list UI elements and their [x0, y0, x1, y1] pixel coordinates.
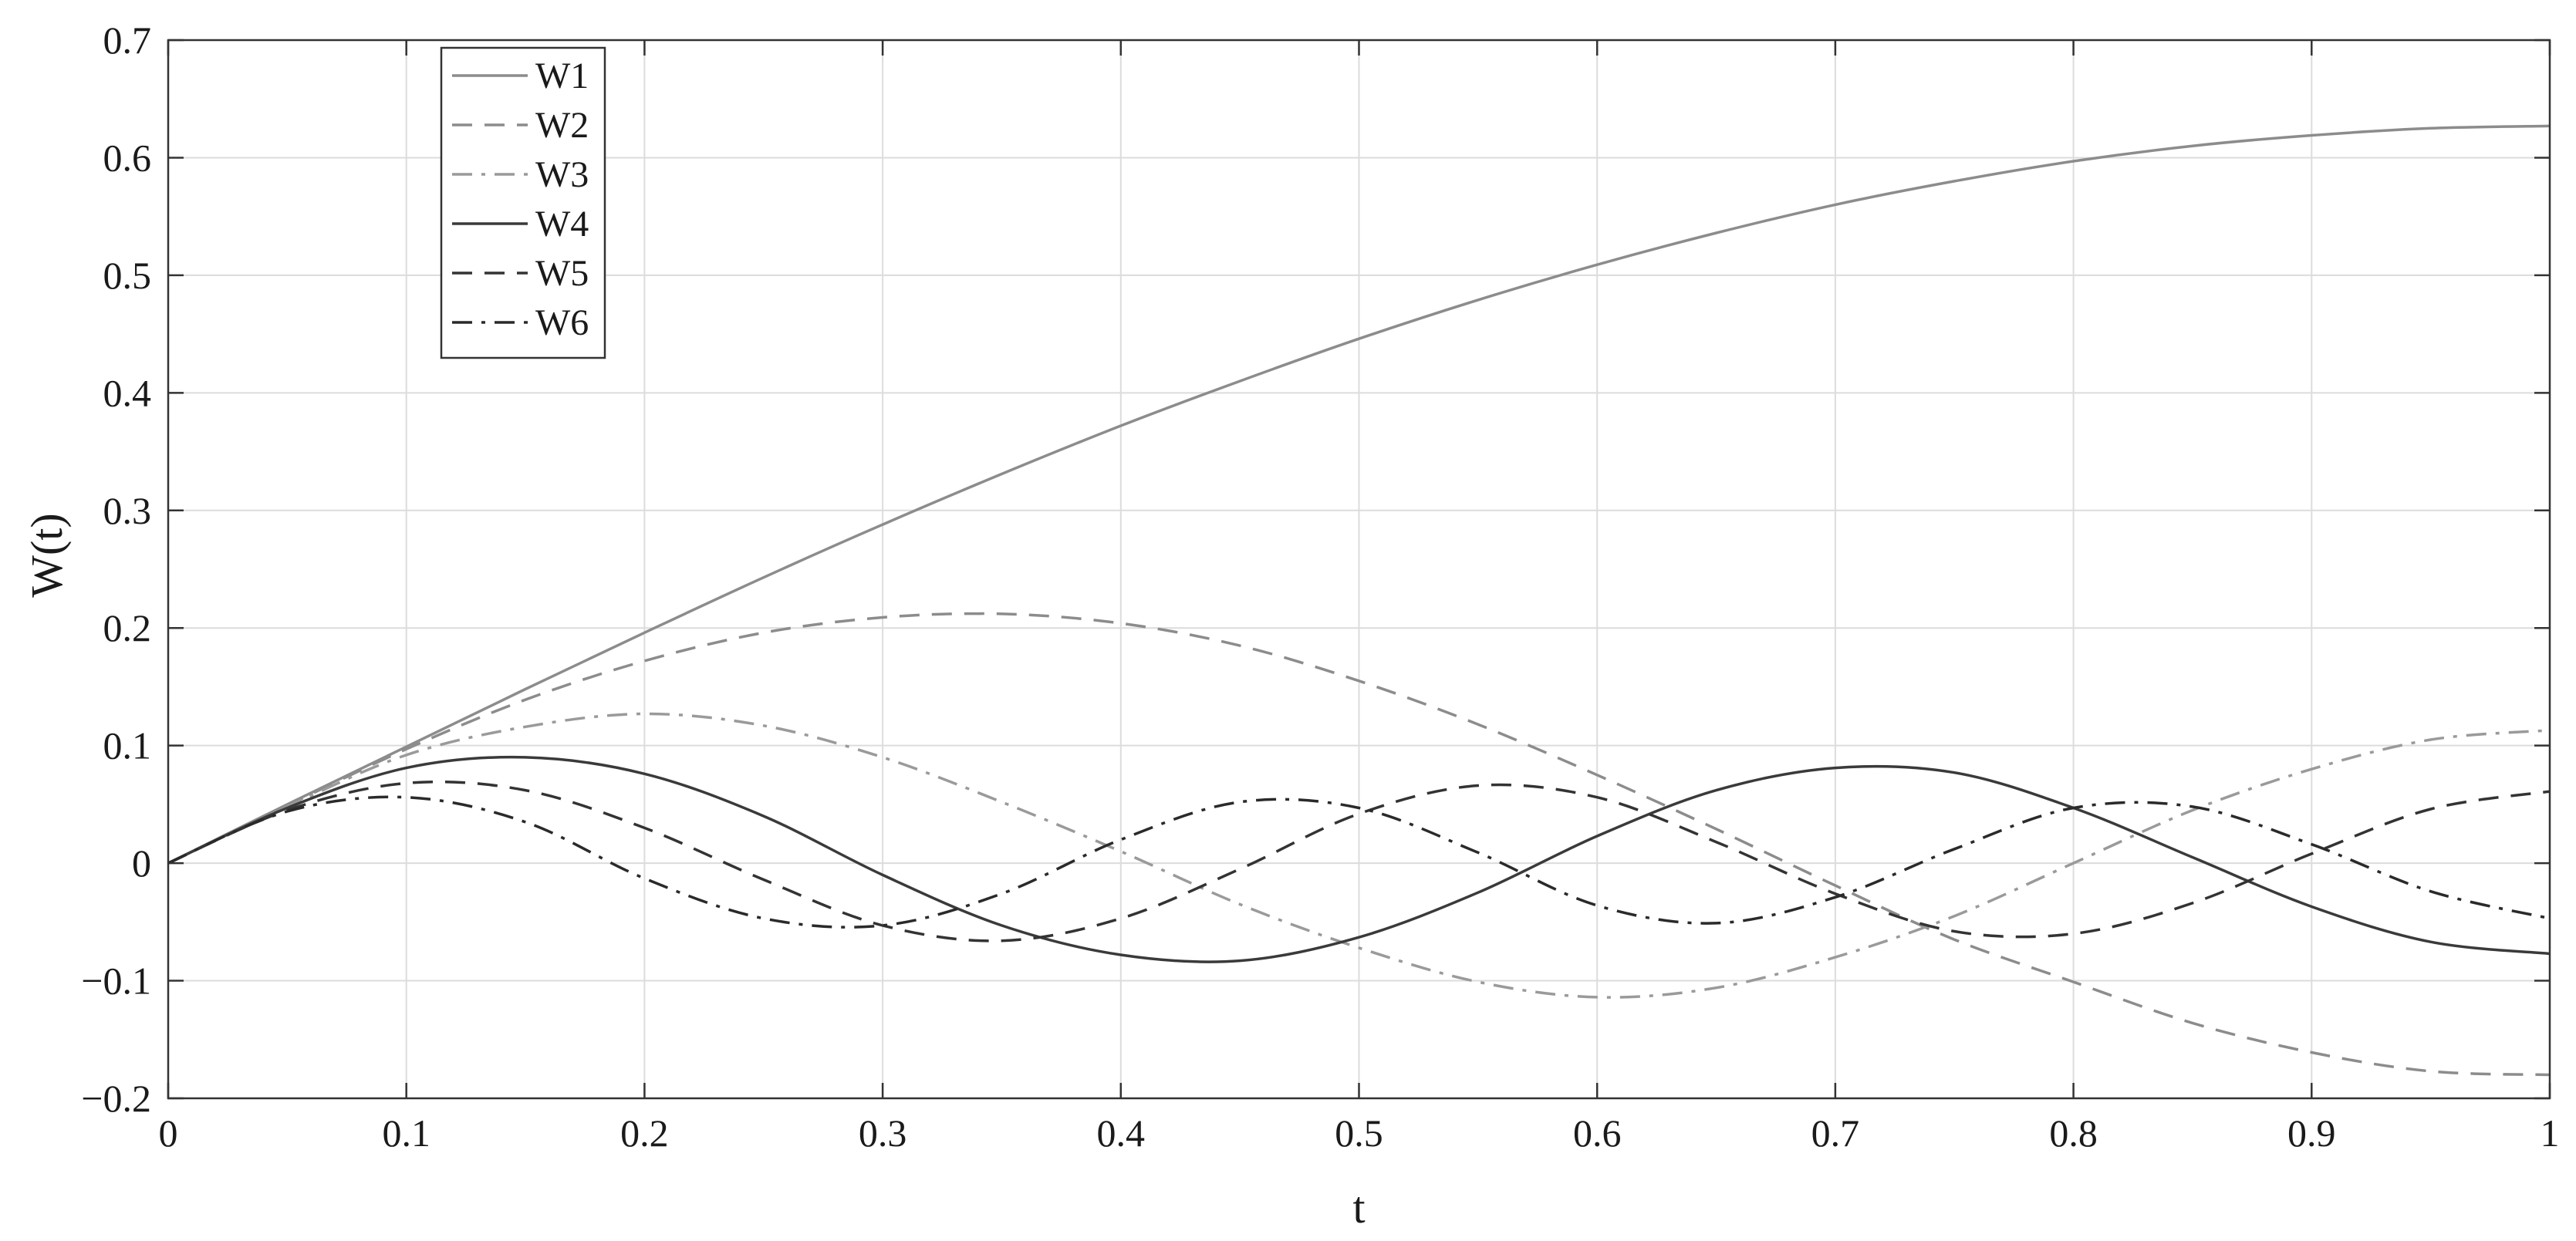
series-lines	[167, 124, 2551, 1077]
series-line-w4	[167, 755, 2551, 963]
y-tick-label: 0.2	[103, 606, 152, 649]
legend-label-w6: W6	[535, 302, 589, 343]
x-axis-title: t	[1352, 1182, 1365, 1233]
legend: W1 W2 W3 W4 W5 W6	[440, 46, 606, 359]
x-tick-label: 0.6	[1573, 1111, 1622, 1155]
y-tick-label: 0	[132, 841, 151, 885]
series-line-w6	[167, 795, 2551, 929]
x-tick-label: 0.8	[2049, 1111, 2098, 1155]
x-tick-label: 0.5	[1335, 1111, 1383, 1155]
x-tick-label: 1	[2541, 1111, 2560, 1155]
y-tick-label: 0.1	[103, 724, 152, 767]
x-tick-label: 0.4	[1097, 1111, 1146, 1155]
y-tick-label: 0.3	[103, 489, 152, 532]
series-line-w5	[167, 780, 2551, 943]
series-line-w2	[167, 612, 2551, 1077]
series-line-w3	[167, 712, 2551, 999]
x-tick-label: 0.1	[382, 1111, 430, 1155]
y-tick-label: −0.1	[81, 959, 151, 1003]
y-tick-label: 0.5	[103, 254, 152, 297]
y-tick-label: 0.6	[103, 136, 152, 179]
x-tick-label: 0.7	[1811, 1111, 1860, 1155]
legend-label-w5: W5	[535, 253, 589, 294]
axis-ticks	[167, 39, 2551, 1100]
legend-box	[440, 46, 606, 359]
y-tick-label: −0.2	[81, 1077, 151, 1120]
x-tick-labels: 0 0.1 0.2 0.3 0.4 0.5 0.6 0.7 0.8 0.9 1	[159, 1111, 2560, 1155]
x-tick-label: 0.2	[620, 1111, 669, 1155]
legend-label-w2: W2	[535, 105, 589, 146]
y-axis-title: W(t)	[22, 513, 72, 598]
x-tick-label: 0	[159, 1111, 178, 1155]
series-line-w1	[167, 124, 2551, 865]
legend-label-w1: W1	[535, 56, 589, 96]
y-tick-label: 0.4	[103, 371, 152, 414]
legend-label-w3: W3	[535, 154, 589, 195]
y-tick-label: 0.7	[103, 19, 152, 62]
x-tick-label: 0.9	[2287, 1111, 2336, 1155]
x-tick-label: 0.3	[859, 1111, 907, 1155]
y-tick-labels: −0.2 −0.1 0 0.1 0.2 0.3 0.4 0.5 0.6 0.7	[81, 19, 151, 1120]
legend-label-w4: W4	[535, 204, 589, 244]
